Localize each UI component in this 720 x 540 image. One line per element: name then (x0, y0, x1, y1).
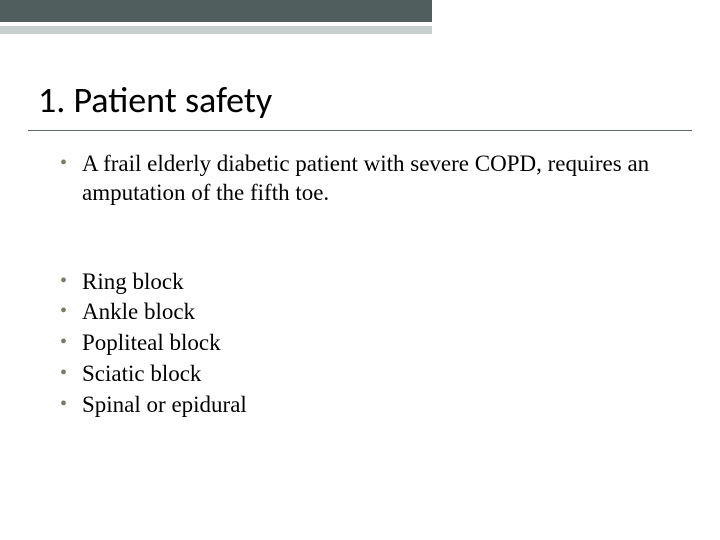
accent-bar-light (0, 26, 432, 34)
option-item: Ring block (60, 268, 660, 297)
slide-body: A frail elderly diabetic patient with se… (60, 150, 660, 421)
spacer (60, 210, 660, 268)
option-item: Sciatic block (60, 360, 660, 389)
title-underline (28, 130, 692, 131)
slide: 1. Patient safety A frail elderly diabet… (0, 0, 720, 540)
accent-bar-dark (0, 0, 432, 22)
option-item: Ankle block (60, 298, 660, 327)
option-item: Spinal or epidural (60, 391, 660, 420)
slide-title: 1. Patient safety (38, 78, 272, 122)
option-item: Popliteal block (60, 329, 660, 358)
intro-bullet: A frail elderly diabetic patient with se… (60, 150, 660, 208)
options-list: Ring blockAnkle blockPopliteal blockScia… (60, 268, 660, 420)
